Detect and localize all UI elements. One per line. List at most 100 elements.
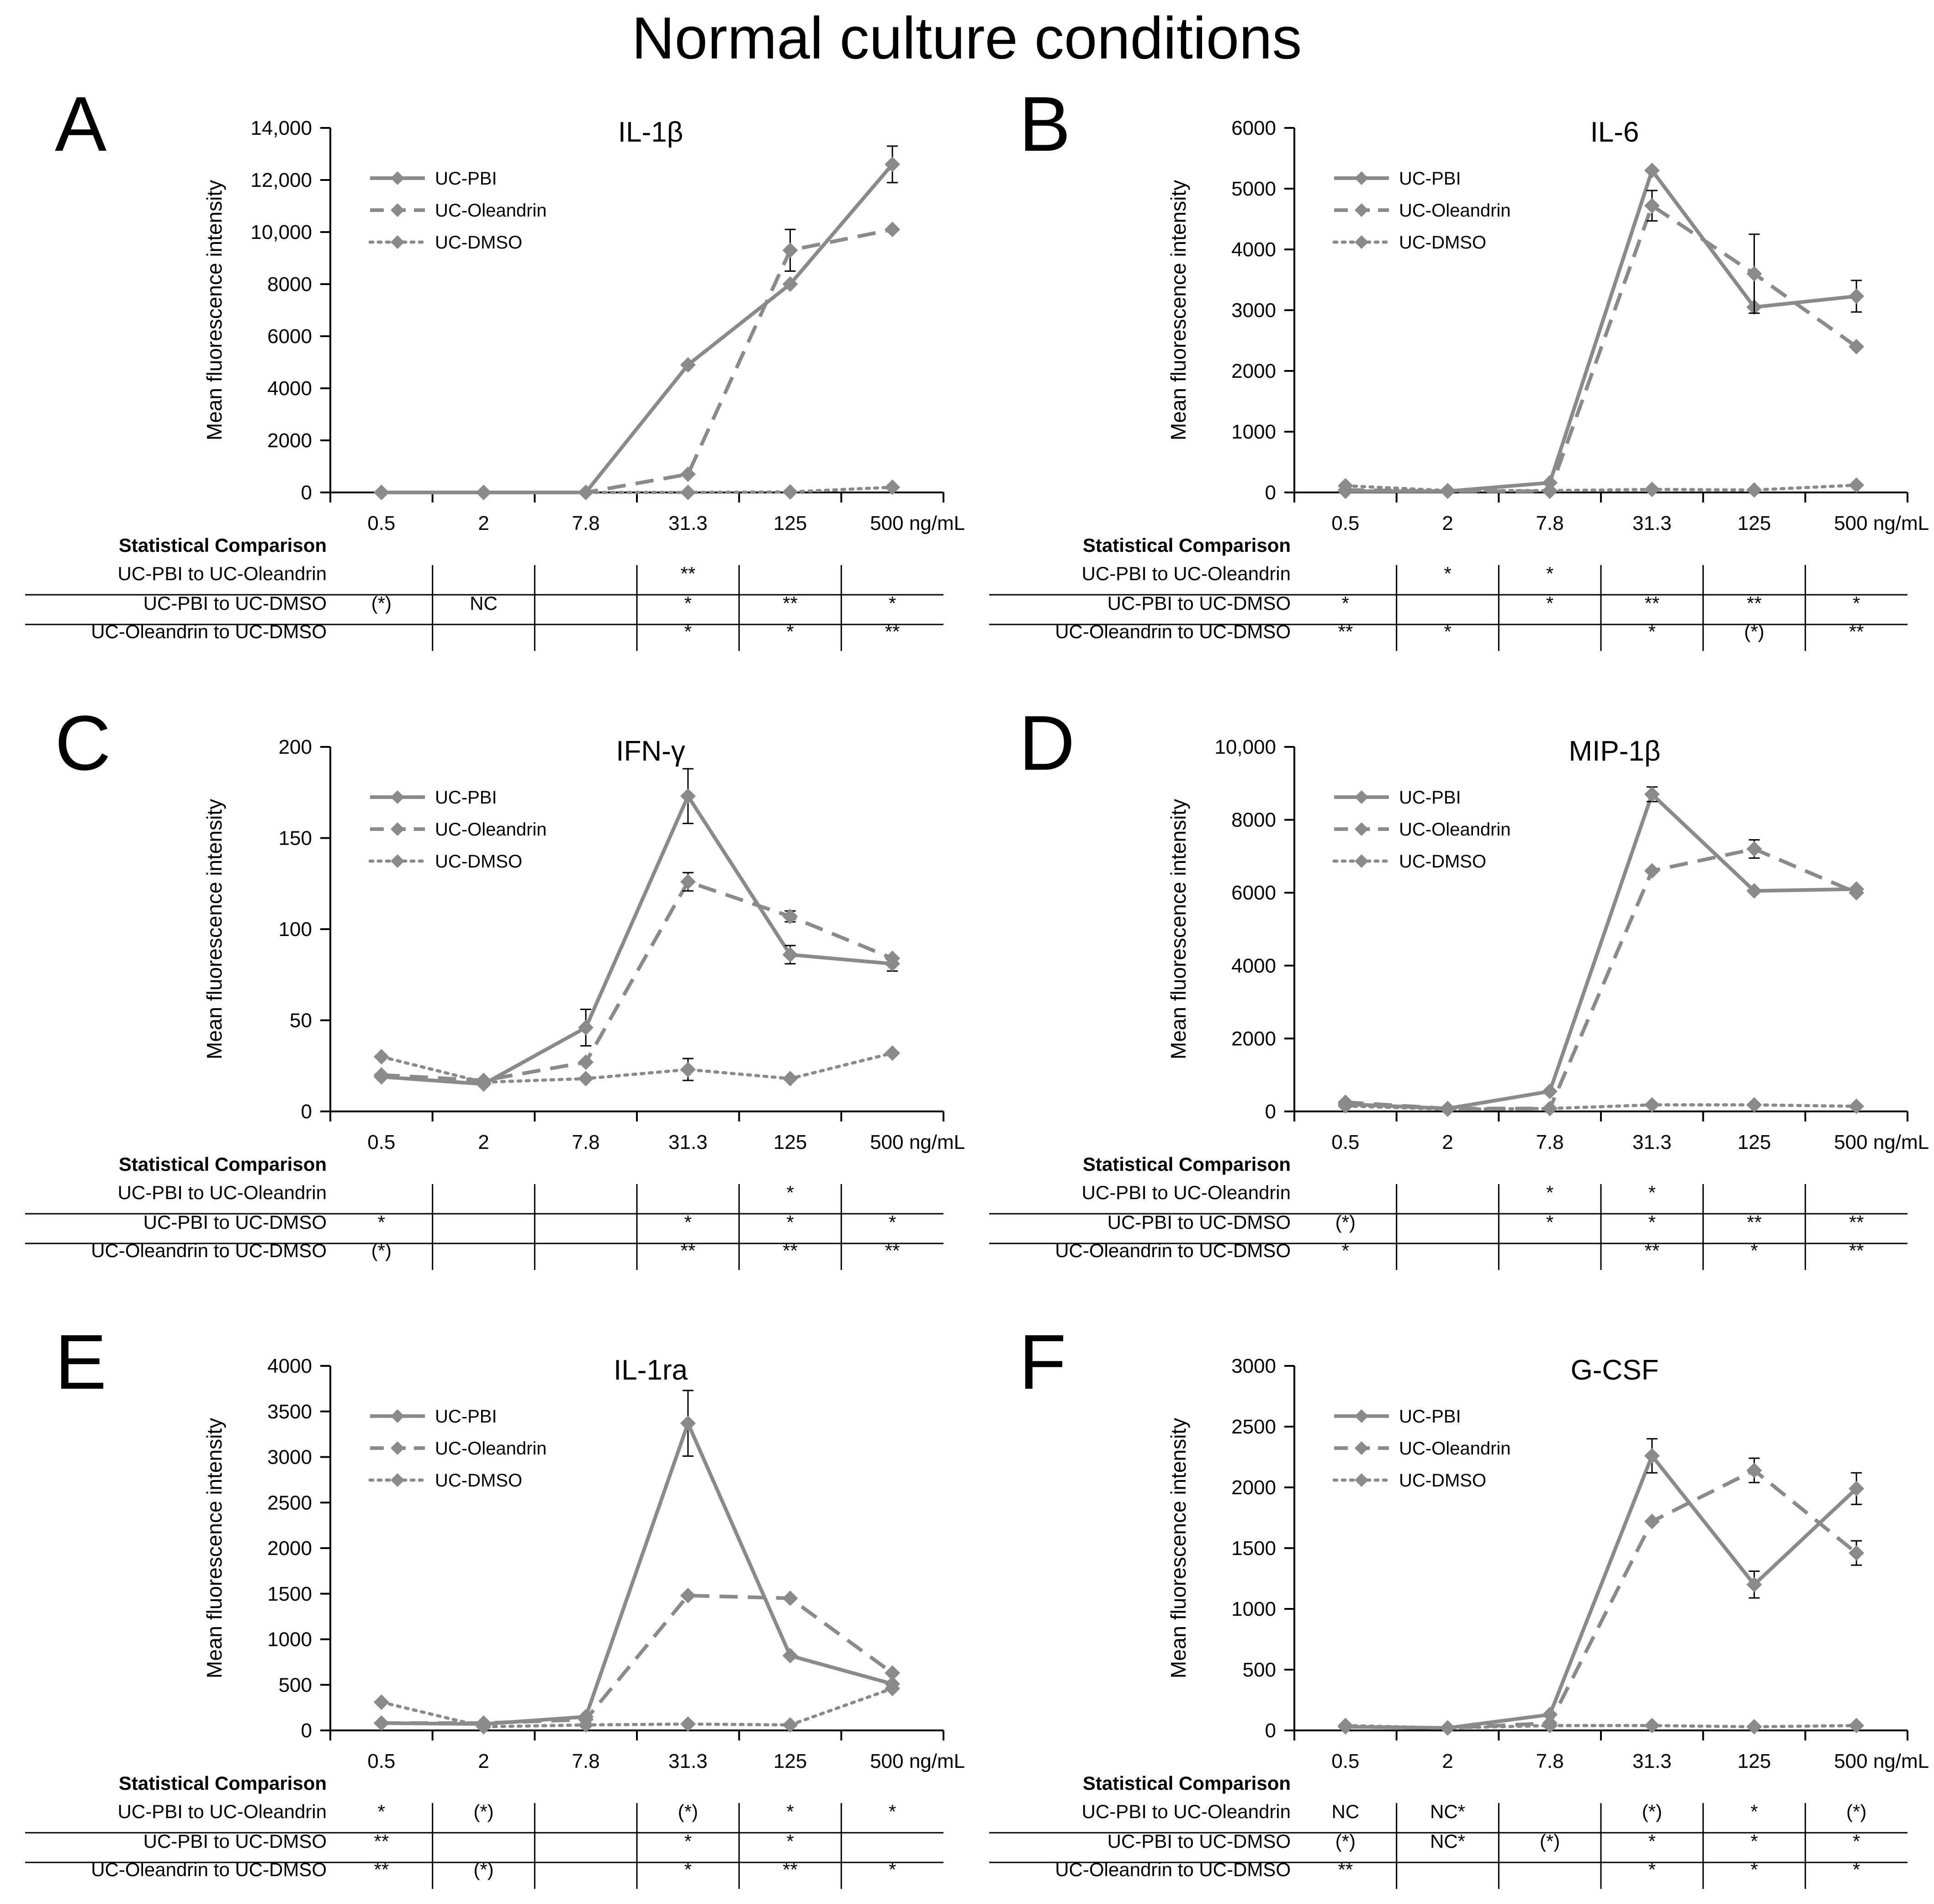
- data-point: [680, 357, 696, 373]
- stat-heading: Statistical Comparison: [119, 1153, 327, 1175]
- data-point: [1849, 477, 1865, 493]
- data-point: [680, 1062, 696, 1078]
- stat-cell: *: [889, 592, 896, 614]
- data-point: [1746, 1097, 1762, 1113]
- data-point: [476, 485, 492, 500]
- stat-cell: (*): [371, 592, 392, 614]
- stat-cell: **: [374, 1830, 389, 1852]
- data-point: [1644, 481, 1660, 497]
- legend-label: UC-PBI: [435, 169, 497, 189]
- legend-label: UC-PBI: [435, 788, 497, 808]
- comparison-label: UC-PBI to UC-Oleandrin: [118, 1182, 327, 1203]
- stat-cell: NC*: [1430, 1801, 1465, 1822]
- stat-cell: *: [1342, 1240, 1349, 1261]
- x-tick-label: 125: [1738, 512, 1771, 534]
- data-point: [1337, 1718, 1353, 1734]
- data-point: [1849, 338, 1865, 354]
- y-tick-label: 0: [1265, 481, 1276, 504]
- stat-cell: *: [378, 1801, 385, 1822]
- data-point: [885, 156, 901, 172]
- y-tick-label: 6000: [1231, 882, 1276, 904]
- data-point: [373, 485, 389, 500]
- data-point: [1542, 475, 1558, 491]
- data-point: [1542, 1718, 1558, 1734]
- y-tick-label: 10,000: [250, 221, 312, 243]
- chart-title: MIP-1β: [1568, 735, 1660, 767]
- data-point: [885, 1665, 901, 1681]
- stat-cell: *: [1444, 563, 1451, 584]
- data-point: [885, 479, 901, 495]
- x-tick-label: 500 ng/mL: [870, 1131, 965, 1153]
- data-point: [680, 485, 696, 500]
- stat-cell: NC: [1331, 1801, 1359, 1822]
- stat-cell: *: [1444, 621, 1451, 642]
- y-tick-label: 500: [279, 1674, 312, 1696]
- stat-heading: Statistical Comparison: [119, 534, 327, 556]
- y-tick-label: 50: [290, 1010, 312, 1032]
- stat-cell: (*): [1744, 621, 1764, 642]
- stat-cell: *: [1648, 1830, 1656, 1852]
- comparison-label: UC-Oleandrin to UC-DMSO: [91, 1859, 327, 1880]
- panel-letter: D: [1019, 700, 1075, 787]
- data-point: [680, 1587, 696, 1603]
- stat-cell: *: [1546, 1211, 1553, 1233]
- data-point: [1644, 1718, 1660, 1734]
- legend-marker: [1355, 235, 1368, 249]
- y-tick-label: 0: [301, 1100, 312, 1123]
- comparison-label: UC-PBI to UC-DMSO: [143, 1211, 327, 1233]
- stat-cell: *: [1648, 1211, 1656, 1233]
- data-point: [885, 1681, 901, 1697]
- stat-cell: **: [1849, 621, 1864, 642]
- stat-cell: **: [885, 621, 900, 642]
- y-tick-label: 0: [301, 481, 312, 504]
- x-tick-label: 7.8: [572, 512, 600, 534]
- stat-cell: **: [1849, 1211, 1864, 1233]
- data-point: [1644, 198, 1660, 214]
- y-axis-label: Mean fluorescence intensity: [202, 1418, 226, 1678]
- stat-cell: **: [1849, 1240, 1864, 1261]
- y-tick-label: 12,000: [250, 169, 312, 191]
- legend-label: UC-Oleandrin: [435, 1439, 547, 1459]
- y-tick-label: 2000: [267, 429, 312, 452]
- y-tick-label: 0: [301, 1719, 312, 1742]
- stat-cell: *: [684, 1830, 692, 1852]
- legend-label: UC-Oleandrin: [435, 820, 547, 840]
- data-point: [476, 1074, 492, 1090]
- data-point: [680, 1716, 696, 1732]
- legend-label: UC-PBI: [435, 1407, 497, 1427]
- data-point: [885, 1045, 901, 1061]
- panel-e: E IL-1ra 0 500 1000 1500 2000 2500 3000 3500 4000 M…: [25, 1319, 965, 1889]
- y-tick-label: 1000: [1231, 421, 1276, 443]
- comparison-label: UC-PBI to UC-Oleandrin: [118, 563, 327, 584]
- x-tick-label: 500 ng/mL: [870, 1750, 965, 1772]
- panel-letter: C: [55, 700, 111, 787]
- legend-marker: [391, 790, 404, 804]
- y-tick-label: 10,000: [1214, 736, 1276, 758]
- series-line: [381, 794, 893, 1086]
- y-tick-label: 150: [279, 827, 312, 850]
- data-point: [373, 1694, 389, 1710]
- series-line: [380, 486, 894, 494]
- comparison-label: UC-Oleandrin to UC-DMSO: [1055, 1240, 1291, 1261]
- x-tick-label: 31.3: [1632, 1131, 1672, 1153]
- y-tick-label: 1000: [267, 1629, 312, 1651]
- series-line: [380, 1051, 894, 1084]
- data-point: [1849, 1545, 1865, 1561]
- y-tick-label: 2500: [1231, 1416, 1276, 1438]
- y-tick-label: 3000: [1231, 1355, 1276, 1377]
- series-line: [1344, 1724, 1858, 1730]
- x-tick-label: 2: [478, 1131, 489, 1153]
- chart-title: IL-6: [1590, 116, 1639, 148]
- x-tick-label: 125: [774, 1750, 807, 1772]
- stat-cell: *: [1750, 1240, 1758, 1261]
- panel-b: B IL-6 0 1000 2000 3000 4000 5000 6000 Mean fluor…: [989, 81, 1929, 651]
- x-tick-label: 7.8: [572, 1750, 600, 1772]
- legend-marker: [1355, 1409, 1368, 1423]
- stat-cell: (*): [473, 1801, 493, 1822]
- data-point: [1644, 1513, 1660, 1529]
- x-tick-label: 125: [1738, 1131, 1771, 1153]
- x-tick-label: 31.3: [668, 1750, 708, 1772]
- data-point: [1746, 841, 1762, 857]
- x-tick-label: 125: [774, 512, 807, 534]
- stat-cell: *: [1750, 1801, 1758, 1822]
